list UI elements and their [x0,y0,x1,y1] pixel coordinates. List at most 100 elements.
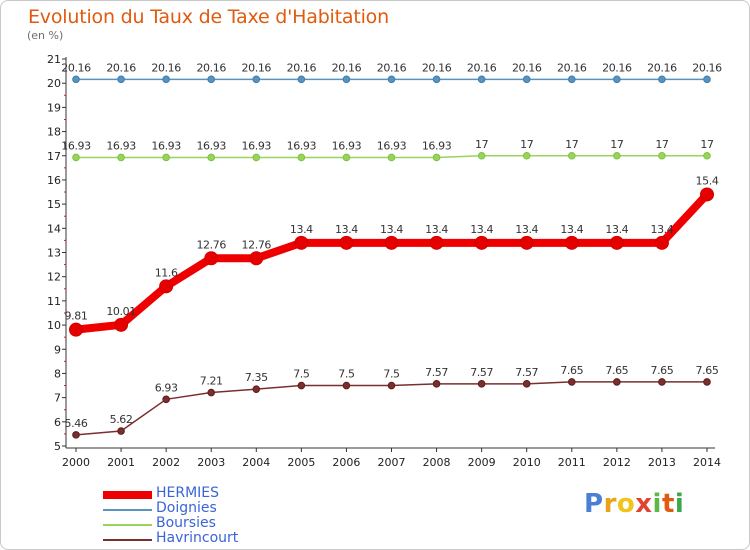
y-tick-label: 5 [54,440,61,453]
data-label: 16.93 [106,139,136,152]
y-tick-label: 15 [47,198,61,211]
data-label: 16.93 [61,139,91,152]
data-label: 20.16 [557,61,587,74]
data-label: 17 [655,138,669,151]
data-point [252,75,261,84]
data-label: 11.6 [155,266,178,279]
data-label: 17 [475,138,489,151]
data-point [72,75,80,84]
logo-letter: r [603,489,617,519]
data-label: 16.93 [242,139,272,152]
data-point [474,235,489,250]
x-tick-label: 2006 [332,456,360,469]
data-point [339,235,354,250]
data-label: 20.16 [692,61,722,74]
data-label: 10.01 [106,305,136,318]
series-havrincourt [72,378,711,439]
data-point [432,380,441,388]
series-hermies [69,187,714,337]
data-point [162,75,170,84]
y-tick-label: 7 [54,392,61,405]
x-tick-label: 2002 [152,456,180,469]
x-tick-label: 2005 [287,456,315,469]
data-label: 16.93 [287,139,317,152]
data-label: 7.65 [560,364,583,377]
data-point [522,75,531,84]
data-label: 20.16 [106,61,136,74]
data-point [703,151,711,160]
y-tick-label: 19 [47,101,61,114]
series-boursies [72,151,711,162]
data-point [117,427,125,435]
data-label: 7.35 [245,371,268,384]
data-point [477,151,486,160]
y-tick-label: 12 [47,271,61,284]
y-tick-label: 20 [47,77,61,90]
data-label: 16.93 [332,139,362,152]
data-label: 13.4 [335,223,358,236]
data-point [522,151,531,160]
data-label: 7.5 [293,368,310,381]
data-point [207,75,216,84]
y-tick-label: 8 [54,367,61,380]
data-label: 20.16 [332,61,362,74]
data-labels: 20.16 20.16 20.16 20.16 20.16 20.16 20.16 20.16… [61,61,722,430]
data-label: 12.76 [196,238,226,251]
data-point [567,75,576,84]
data-point [162,395,170,404]
data-label: 5.46 [65,417,88,430]
data-label: 20.16 [196,61,226,74]
data-label: 5.62 [110,413,133,426]
data-label: 20.16 [242,61,272,74]
data-label: 16.93 [422,139,452,152]
data-point [117,75,125,84]
data-label: 20.16 [647,61,677,74]
x-tick-label: 2004 [242,456,270,469]
data-point [703,75,711,84]
data-point [429,235,444,250]
data-point [342,75,351,84]
data-point [703,378,711,386]
data-label: 7.65 [605,364,628,377]
data-point [477,75,486,84]
data-label: 16.93 [151,139,181,152]
legend-swatch [103,524,152,526]
data-label: 20.16 [467,61,497,74]
data-point [654,235,669,250]
data-label: 17 [520,138,534,151]
logo-letter: x [635,489,653,519]
data-label: 13.4 [605,223,628,236]
data-point [522,380,531,388]
data-label: 13.4 [515,223,538,236]
data-label: 13.4 [425,223,448,236]
logo-letter: i [652,489,662,519]
data-label: 20.16 [512,61,542,74]
data-label: 7.57 [515,366,538,379]
y-tick-label: 10 [47,319,61,332]
x-tick-label: 2001 [107,456,135,469]
series-line [72,190,711,334]
data-label: 7.57 [425,366,448,379]
data-point [658,75,666,84]
data-label: 6.93 [155,381,178,394]
data-point [294,235,309,250]
data-point [249,251,264,266]
data-point [387,153,396,162]
x-tick-label: 2000 [62,456,90,469]
y-tick-label: 21 [47,53,61,66]
data-point [387,381,396,390]
data-point [162,153,170,162]
legend-swatch [103,509,152,511]
data-point [204,251,219,266]
y-tick-label: 13 [47,247,61,260]
data-label: 7.65 [696,364,719,377]
y-tick-label: 16 [47,174,61,187]
x-tick-label: 2003 [197,456,225,469]
logo-letter: P [584,489,604,519]
data-point [297,381,306,390]
data-point [658,378,666,386]
data-point [342,381,351,390]
data-point [384,235,399,250]
data-point [72,431,80,439]
data-label: 20.16 [287,61,317,74]
